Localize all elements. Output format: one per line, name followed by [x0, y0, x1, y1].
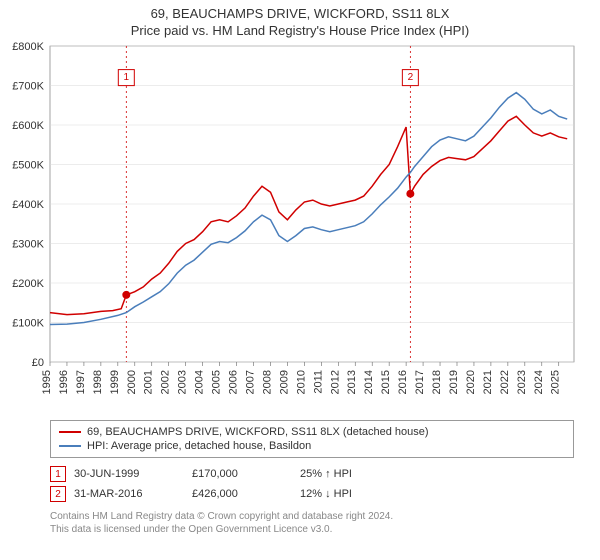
svg-text:2008: 2008	[261, 370, 273, 394]
svg-text:1: 1	[124, 72, 130, 83]
svg-text:2014: 2014	[363, 370, 375, 394]
svg-text:2018: 2018	[431, 370, 443, 394]
svg-text:2002: 2002	[160, 370, 172, 394]
svg-text:2023: 2023	[516, 370, 528, 394]
svg-text:2006: 2006	[228, 370, 240, 394]
title-sub: Price paid vs. HM Land Registry's House …	[0, 23, 600, 38]
svg-text:£300K: £300K	[12, 239, 44, 251]
chart-area: £0 £100K £200K £300K £400K £500K £600K £700K £80…	[0, 38, 600, 418]
svg-text:1999: 1999	[109, 370, 121, 394]
legend-item: HPI: Average price, detached house, Basi…	[59, 439, 565, 453]
svg-text:2000: 2000	[126, 370, 138, 394]
sale-marker-icon: 1	[50, 466, 66, 482]
sale-date: 30-JUN-1999	[74, 468, 184, 480]
svg-text:£500K: £500K	[12, 160, 44, 172]
legend-label: HPI: Average price, detached house, Basi…	[87, 440, 311, 452]
footer-line: This data is licensed under the Open Gov…	[50, 523, 574, 536]
sale-delta: 25% ↑ HPI	[300, 468, 410, 480]
svg-text:£600K: £600K	[12, 120, 44, 132]
legend-swatch	[59, 431, 81, 433]
sales-row: 1 30-JUN-1999 £170,000 25% ↑ HPI	[50, 464, 574, 484]
sale-marker-icon: 2	[50, 486, 66, 502]
svg-text:1998: 1998	[92, 370, 104, 394]
footer-line: Contains HM Land Registry data © Crown c…	[50, 510, 574, 523]
legend: 69, BEAUCHAMPS DRIVE, WICKFORD, SS11 8LX…	[50, 420, 574, 458]
svg-text:2010: 2010	[295, 370, 307, 394]
svg-text:£400K: £400K	[12, 199, 44, 211]
svg-text:2020: 2020	[465, 370, 477, 394]
svg-text:2001: 2001	[143, 370, 155, 394]
svg-text:2024: 2024	[533, 370, 545, 394]
svg-text:1997: 1997	[75, 370, 87, 394]
line-chart: £0 £100K £200K £300K £400K £500K £600K £700K £80…	[0, 38, 600, 418]
chart-titles: 69, BEAUCHAMPS DRIVE, WICKFORD, SS11 8LX…	[0, 0, 600, 38]
svg-text:2017: 2017	[414, 370, 426, 394]
sale-price: £170,000	[192, 468, 292, 480]
svg-text:1996: 1996	[58, 370, 70, 394]
legend-item: 69, BEAUCHAMPS DRIVE, WICKFORD, SS11 8LX…	[59, 425, 565, 439]
legend-swatch	[59, 445, 81, 447]
svg-text:2011: 2011	[312, 370, 324, 394]
svg-text:2021: 2021	[482, 370, 494, 394]
sales-row: 2 31-MAR-2016 £426,000 12% ↓ HPI	[50, 484, 574, 504]
svg-text:£800K: £800K	[12, 41, 44, 53]
sales-table: 1 30-JUN-1999 £170,000 25% ↑ HPI 2 31-MA…	[50, 464, 574, 504]
svg-text:£200K: £200K	[12, 278, 44, 290]
svg-text:2005: 2005	[211, 370, 223, 394]
svg-text:£0: £0	[32, 357, 44, 369]
sale-date: 31-MAR-2016	[74, 488, 184, 500]
svg-text:1995: 1995	[41, 370, 53, 394]
svg-text:2007: 2007	[244, 370, 256, 394]
svg-text:2015: 2015	[380, 370, 392, 394]
svg-text:2013: 2013	[346, 370, 358, 394]
title-main: 69, BEAUCHAMPS DRIVE, WICKFORD, SS11 8LX	[0, 6, 600, 21]
svg-text:2019: 2019	[448, 370, 460, 394]
svg-text:2012: 2012	[329, 370, 341, 394]
sale-price: £426,000	[192, 488, 292, 500]
svg-text:2022: 2022	[499, 370, 511, 394]
legend-label: 69, BEAUCHAMPS DRIVE, WICKFORD, SS11 8LX…	[87, 426, 429, 438]
svg-text:£700K: £700K	[12, 81, 44, 93]
svg-text:£100K: £100K	[12, 318, 44, 330]
svg-text:2025: 2025	[550, 370, 562, 394]
svg-text:2009: 2009	[278, 370, 290, 394]
svg-text:2: 2	[408, 72, 414, 83]
footer: Contains HM Land Registry data © Crown c…	[50, 510, 574, 536]
sale-delta: 12% ↓ HPI	[300, 488, 410, 500]
svg-text:2016: 2016	[397, 370, 409, 394]
svg-text:2004: 2004	[194, 370, 206, 394]
svg-text:2003: 2003	[177, 370, 189, 394]
